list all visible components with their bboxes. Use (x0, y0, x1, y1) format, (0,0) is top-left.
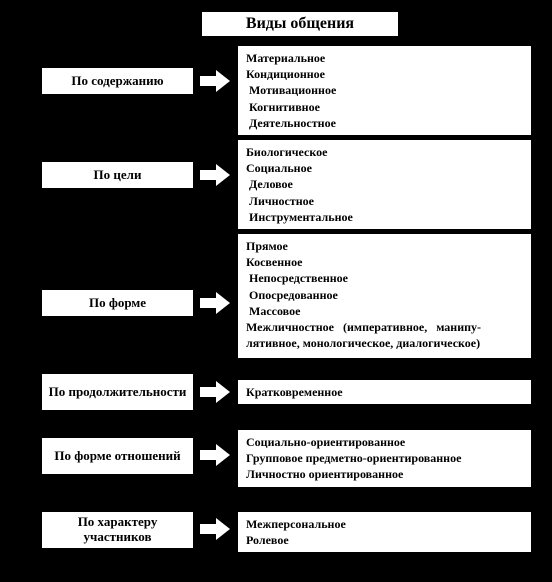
category-label: По продолжительности (49, 385, 187, 400)
category-box: По продолжительности (40, 372, 195, 412)
items-box: ПрямоеКосвенное Непосредственное Опосред… (236, 232, 533, 360)
items-box: Социально-ориентированноеГрупповое предм… (236, 428, 533, 489)
arrow-icon (200, 70, 230, 92)
item-line: Кондиционное (246, 66, 523, 82)
arrow-icon (200, 518, 230, 540)
arrow-icon (200, 164, 230, 186)
category-box: По форме отношений (40, 436, 195, 476)
item-line: Социальное (246, 160, 523, 176)
item-line: Кратковременное (246, 384, 523, 400)
items-box: БиологическоеСоциальное Деловое Личностн… (236, 138, 533, 231)
item-line: Социально-ориентированное (246, 434, 523, 450)
item-line: Деловое (246, 176, 523, 192)
item-line: Деятельностное (246, 115, 523, 131)
category-box: По форме (40, 288, 195, 318)
category-label: По форме (89, 296, 146, 311)
item-line: Межличностное (императивное, манипу- (246, 319, 523, 335)
item-line: Опосредованное (246, 287, 523, 303)
item-line: Инструментальное (246, 209, 523, 225)
item-line: Личностно ориентированное (246, 466, 523, 482)
item-line: Межперсональное (246, 516, 523, 532)
category-label: По форме отношений (54, 449, 180, 464)
item-line: Непосредственное (246, 270, 523, 286)
item-line: Материальное (246, 50, 523, 66)
arrow-icon (200, 381, 230, 403)
item-line: Косвенное (246, 254, 523, 270)
category-box: По цели (40, 160, 195, 190)
category-label: По характеру участников (46, 515, 189, 545)
category-box: По характеру участников (40, 510, 195, 550)
item-line: Ролевое (246, 532, 523, 548)
category-label: По цели (94, 168, 142, 183)
arrow-icon (200, 444, 230, 466)
category-box: По содержанию (40, 66, 195, 96)
items-box: Кратковременное (236, 378, 533, 406)
item-line: Когнитивное (246, 99, 523, 115)
item-line: Личностное (246, 193, 523, 209)
diagram-title: Виды общения (200, 10, 400, 38)
item-line: Групповое предметно-ориентированное (246, 450, 523, 466)
item-line: лятивное, монологическое, диалогическое) (246, 335, 523, 351)
diagram-canvas: Виды общения По содержаниюМатериальноеКо… (0, 0, 552, 582)
item-line: Биологическое (246, 144, 523, 160)
items-box: МатериальноеКондиционное Мотивационное К… (236, 44, 533, 137)
items-box: МежперсональноеРолевое (236, 510, 533, 554)
category-label: По содержанию (71, 74, 163, 89)
item-line: Мотивационное (246, 82, 523, 98)
arrow-icon (200, 292, 230, 314)
item-line: Прямое (246, 238, 523, 254)
item-line: Массовое (246, 303, 523, 319)
